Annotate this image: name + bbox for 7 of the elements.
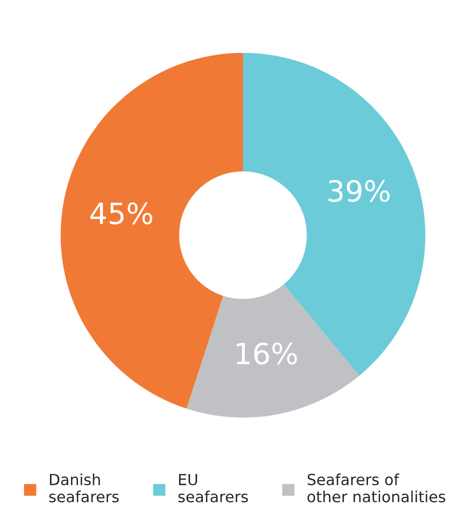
legend-label: Danish seafarers bbox=[49, 473, 119, 502]
donut-slice bbox=[186, 284, 360, 418]
data-label: 39% bbox=[328, 180, 390, 202]
legend-label: EU seafarers bbox=[178, 474, 248, 502]
data-label: 45% bbox=[90, 202, 152, 224]
data-label: 16% bbox=[236, 342, 297, 365]
legend-label: Seafarers of other nationalities bbox=[308, 473, 446, 502]
